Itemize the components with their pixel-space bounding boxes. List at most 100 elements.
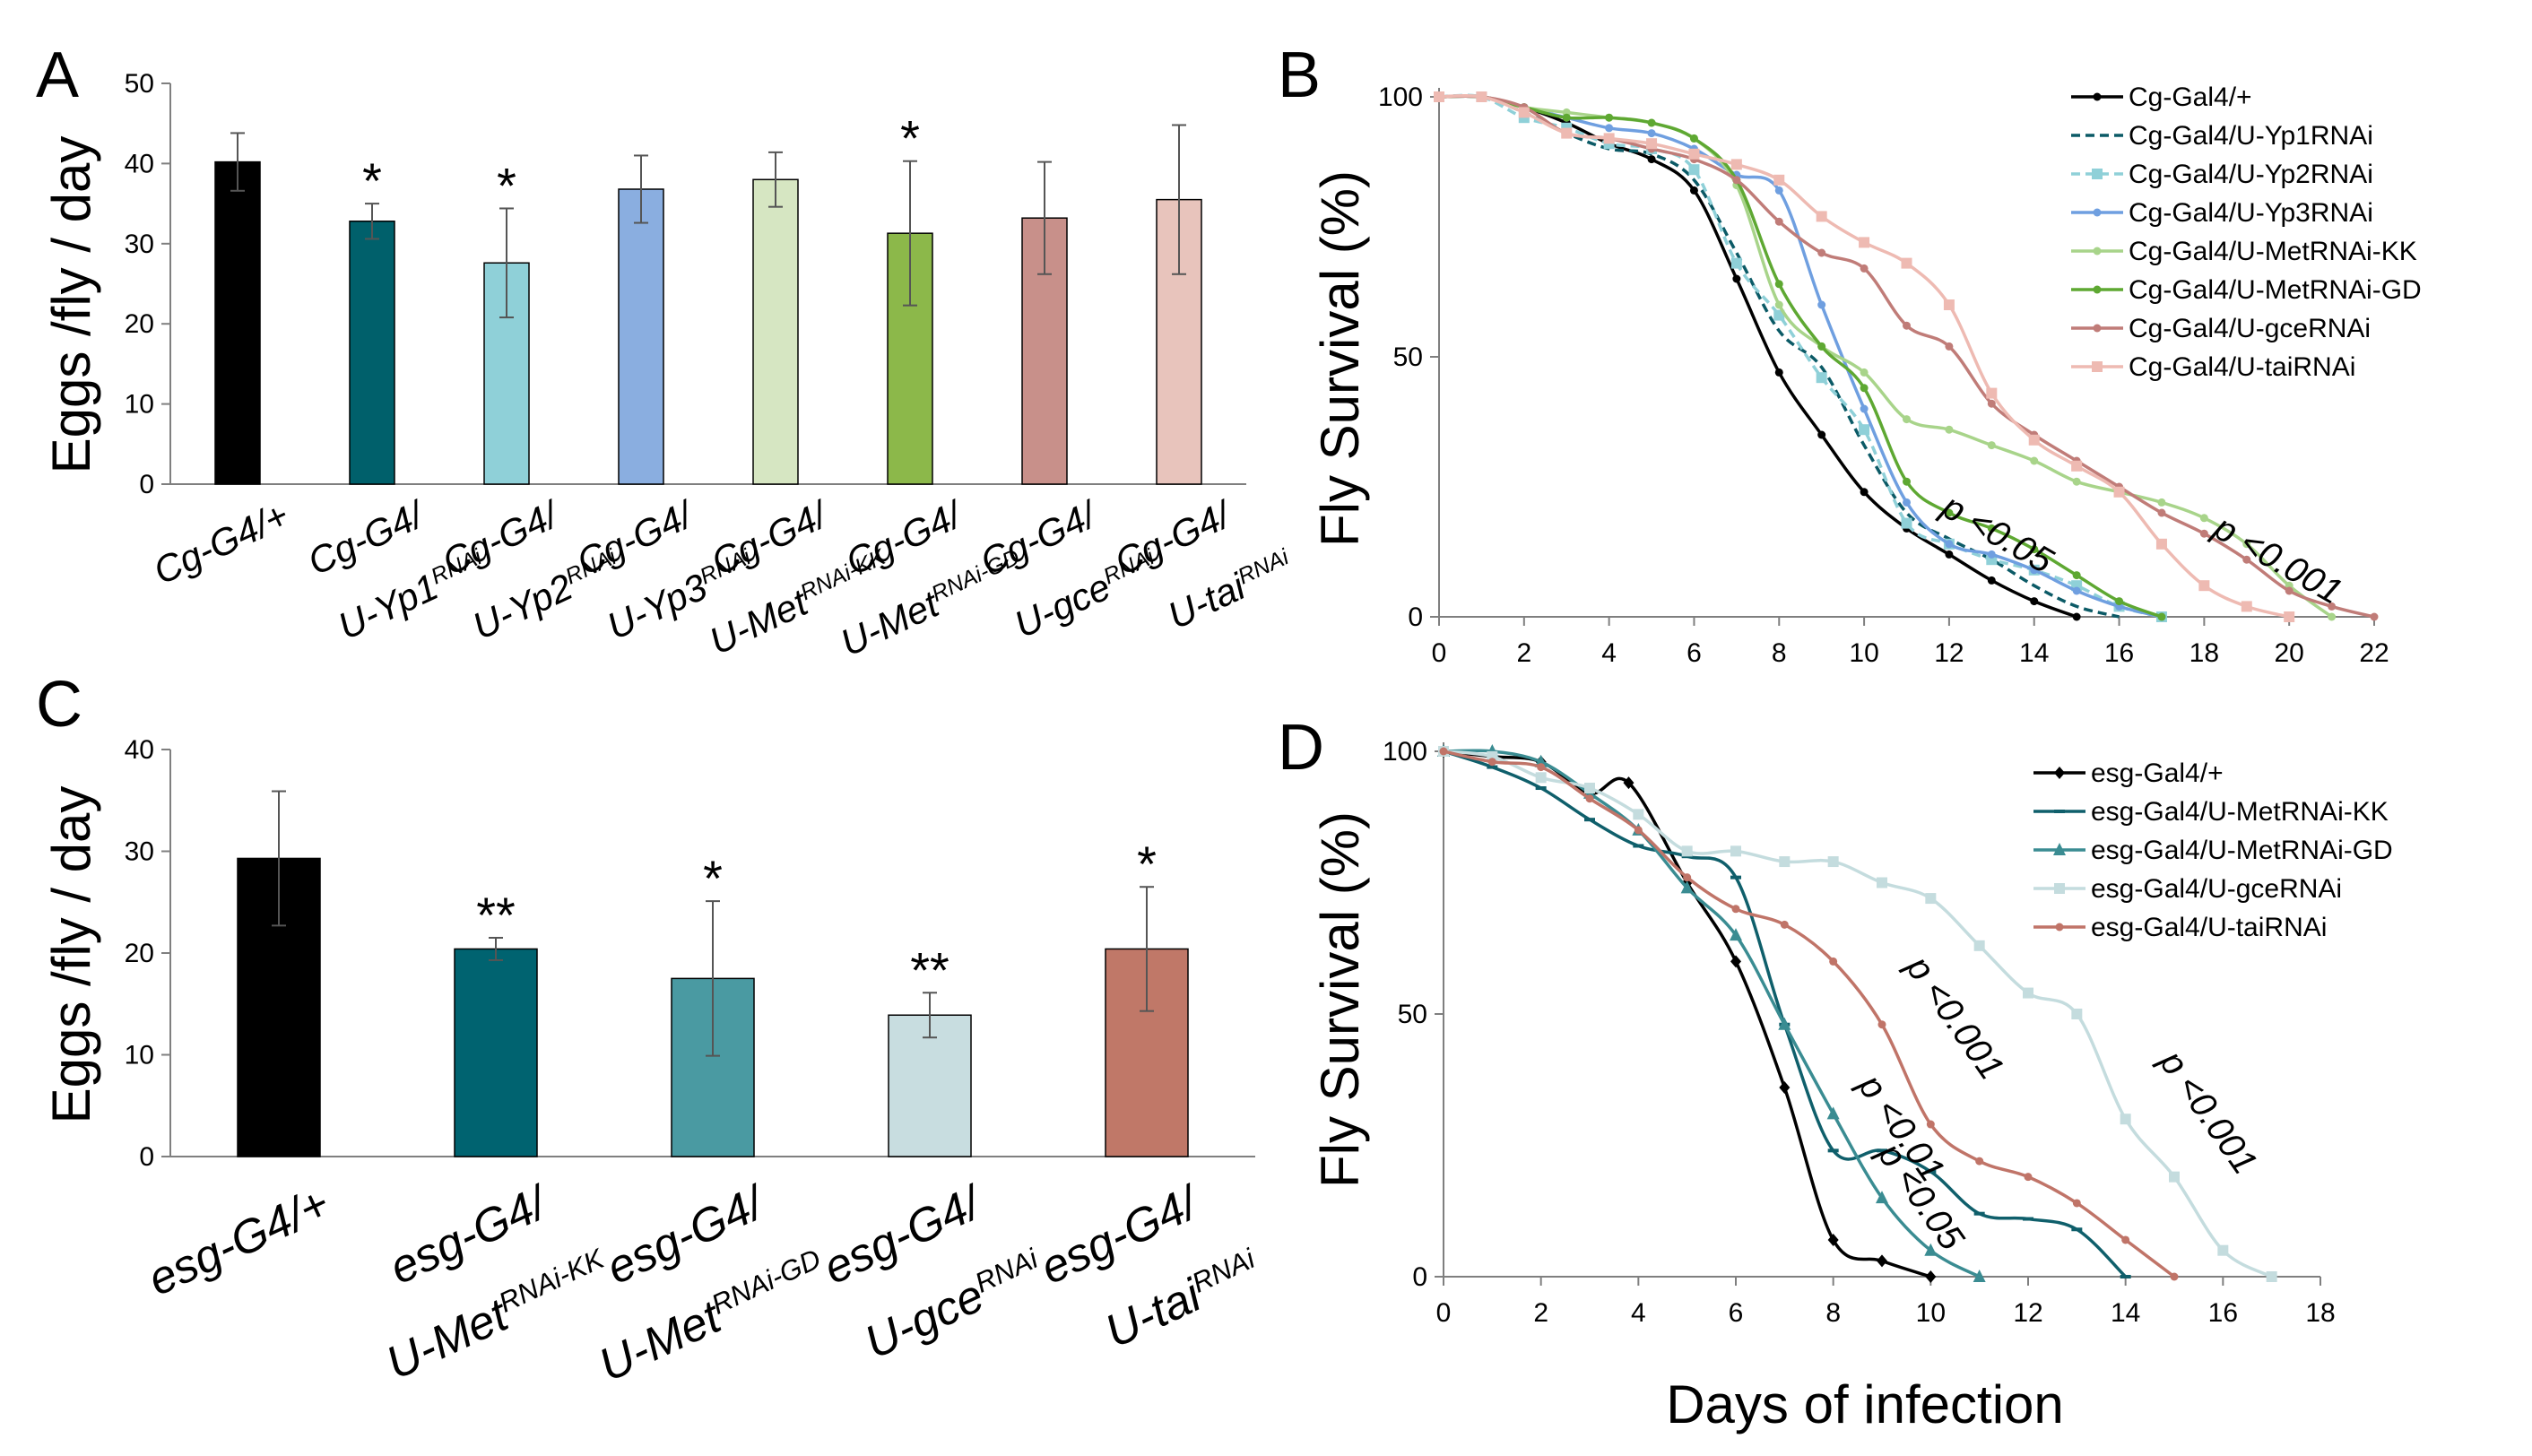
legend-label: Cg-Gal4/+ <box>2129 82 2252 112</box>
data-point <box>2155 538 2167 550</box>
data-point <box>1925 1169 1937 1174</box>
p-value-annotation: p <0.001 <box>1898 949 2012 1088</box>
bar <box>752 178 799 485</box>
data-point <box>1731 905 1740 914</box>
x-tick-label: 12 <box>2013 1298 2042 1328</box>
panel-b-survival-chart: 0 50 100 0 2 4 6 8 10 12 14 16 18 20 22 Cg-Gal4/+ Cg-Gal… <box>1378 82 2422 668</box>
x-tick-label: 14 <box>2111 1298 2140 1328</box>
data-point <box>2170 1272 2179 1281</box>
data-point <box>1987 399 1996 408</box>
data-point <box>2071 460 2083 472</box>
category-label-superscript: RNAi <box>970 1242 1044 1298</box>
data-point <box>1973 1270 1986 1282</box>
p-value-annotation: p <0.001 <box>2151 1043 2265 1182</box>
significance-marker: ** <box>910 941 950 998</box>
data-point <box>1603 133 1615 144</box>
category-label: Cg-G4/ <box>705 492 836 584</box>
data-point <box>1779 856 1791 868</box>
data-point <box>1633 844 1644 848</box>
legend-label: Cg-Gal4/U-taiRNAi <box>2129 352 2355 382</box>
data-point <box>2093 324 2102 333</box>
data-point <box>2120 1275 2131 1278</box>
data-point <box>1925 1270 1937 1283</box>
data-point <box>1945 508 1954 517</box>
legend-label: Cg-Gal4/U-gceRNAi <box>2129 314 2371 343</box>
data-point <box>2328 612 2337 621</box>
data-point <box>2071 1009 2083 1019</box>
data-point <box>2285 586 2294 595</box>
data-point <box>1584 783 1595 794</box>
y-tick-label: 40 <box>125 735 154 765</box>
data-point <box>1926 1120 1935 1129</box>
data-point <box>1860 488 1869 497</box>
data-point <box>1817 342 1826 351</box>
data-point <box>1986 387 1998 399</box>
legend-label: Cg-Gal4/U-MetRNAi-GD <box>2129 275 2422 305</box>
data-point <box>1647 118 1656 127</box>
y-tick-label: 10 <box>125 390 154 420</box>
data-point <box>1774 186 1783 195</box>
y-tick-label: 40 <box>125 149 154 178</box>
legend-label: esg-Gal4/+ <box>2091 758 2224 788</box>
category-label-superscript: RNAi <box>1187 1242 1261 1298</box>
data-point <box>1647 155 1656 164</box>
category-label: esg-G4/+ <box>140 1177 337 1306</box>
data-point <box>1826 1106 1840 1120</box>
data-point <box>2092 361 2103 372</box>
y-tick-label: 0 <box>1412 1262 1427 1292</box>
data-point <box>2198 580 2210 592</box>
survival-curve <box>1438 93 2163 619</box>
y-tick-label: 10 <box>125 1041 154 1070</box>
data-point <box>1973 1211 1985 1216</box>
data-point <box>1945 550 1954 559</box>
data-point <box>1774 280 1783 289</box>
data-point <box>1877 877 1887 888</box>
data-point <box>1730 955 1741 968</box>
x-tick-label: 8 <box>1825 1298 1841 1328</box>
data-point <box>1780 920 1789 929</box>
data-point <box>1817 300 1826 309</box>
data-point <box>1877 1254 1887 1268</box>
survival-curve <box>1443 750 2127 1278</box>
data-point <box>2023 1217 2033 1221</box>
data-point <box>1860 368 1869 377</box>
data-point <box>2092 169 2103 179</box>
data-point <box>2266 1271 2277 1282</box>
x-tick-label: 16 <box>2208 1298 2238 1328</box>
category-label: Cg-G4/ <box>974 492 1105 584</box>
data-point <box>1876 1191 1888 1204</box>
x-tick-label: 6 <box>1687 638 1702 668</box>
y-tick-label: 20 <box>125 309 154 339</box>
data-point <box>1561 127 1573 139</box>
p-value-annotation: p <0.001 <box>2207 507 2349 612</box>
y-tick-label: 30 <box>125 837 154 867</box>
data-point <box>1774 300 1783 309</box>
data-point <box>2030 456 2039 465</box>
survival-curve <box>1438 94 2333 619</box>
data-point <box>1681 845 1693 857</box>
data-point <box>1903 415 1911 424</box>
data-point <box>1534 754 1548 767</box>
data-point <box>1987 524 1996 533</box>
data-point <box>1730 845 1741 857</box>
data-point <box>1975 1157 1984 1166</box>
legend-label: esg-Gal4/U-taiRNAi <box>2091 913 2327 942</box>
x-tick-label: 14 <box>2019 638 2049 668</box>
data-point <box>1903 477 1911 486</box>
data-point <box>1987 576 1996 585</box>
data-point <box>1987 550 1996 559</box>
data-point <box>1518 107 1530 118</box>
data-point <box>1605 124 1614 133</box>
x-tick-label: 20 <box>2274 638 2303 668</box>
data-point <box>2113 486 2125 498</box>
significance-marker: * <box>1137 836 1157 892</box>
data-point <box>2169 1171 2180 1183</box>
data-point <box>1535 786 1547 791</box>
data-point <box>1779 1081 1791 1095</box>
significance-marker: ** <box>476 887 516 943</box>
y-tick-label: 50 <box>125 69 154 99</box>
x-tick-label: 4 <box>1631 1298 1646 1328</box>
data-point <box>1730 875 1741 880</box>
data-point <box>1816 211 1827 222</box>
bar <box>888 1014 972 1157</box>
